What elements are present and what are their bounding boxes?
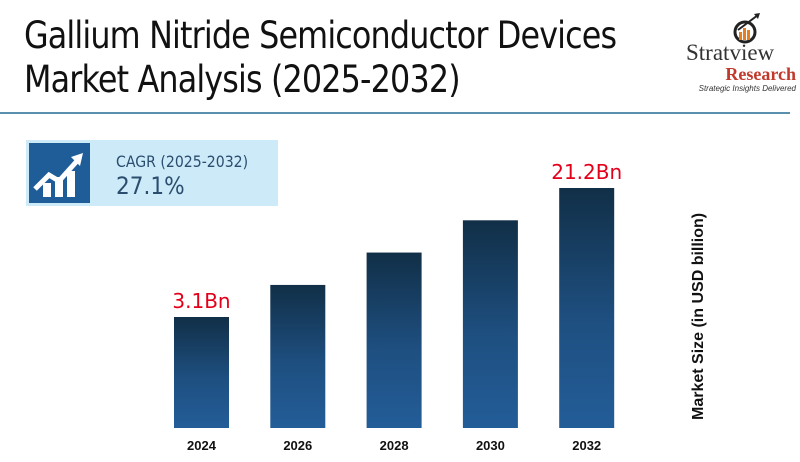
cagr-value: 27.1% [116,172,185,200]
bar-2026 [270,284,326,428]
x-tick-label: 2026 [283,438,312,453]
x-tick-label: 2030 [476,438,505,453]
stratview-logo: Stratview Research Strategic Insights De… [676,10,800,110]
bar-2028 [366,252,422,428]
page-title: Gallium Nitride Semiconductor Devices Ma… [24,14,617,102]
data-label: 21.2Bn [551,160,622,184]
x-tick-label: 2024 [187,438,217,453]
bar-2024 [174,317,229,428]
header-divider [0,112,790,114]
magnifier-chart-icon [733,13,760,44]
cagr-card: CAGR (2025-2032) 27.1% [26,140,278,206]
cagr-label: CAGR (2025-2032) [116,152,249,171]
x-tick-label: 2032 [572,438,601,453]
growth-chart-icon [29,143,90,203]
title-line-2: Market Analysis (2025-2032) [24,58,461,101]
title-line-1: Gallium Nitride Semiconductor Devices [24,14,617,57]
bar-2032 [559,188,615,428]
data-label: 3.1Bn [172,289,230,313]
x-tick-label: 2028 [380,438,409,453]
bar-2030 [462,220,518,428]
y-axis-label: Market Size (in USD billion) [690,212,707,420]
